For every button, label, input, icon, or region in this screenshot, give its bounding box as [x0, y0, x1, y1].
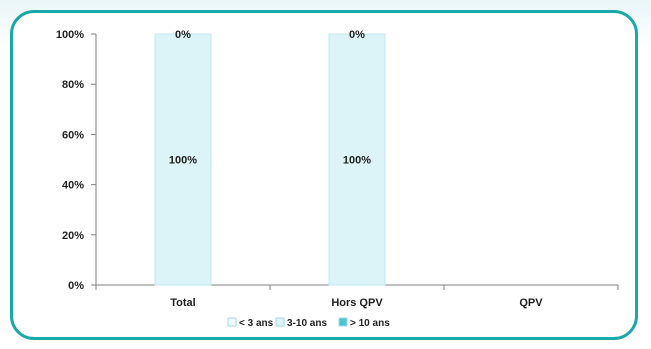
y-axis: 0% 20% 40% 60% 80% 100%	[56, 29, 97, 292]
data-label: 0%	[349, 29, 365, 41]
y-tick-label: 20%	[62, 230, 84, 242]
x-tick-label: Hors QPV	[331, 297, 383, 309]
y-tick-label: 60%	[62, 129, 84, 141]
y-tick-label: 100%	[56, 29, 84, 41]
data-labels: 0% 100% 0% 100%	[169, 29, 371, 167]
data-label: 100%	[169, 155, 197, 167]
x-tick-label: Total	[170, 297, 195, 309]
legend-swatch	[338, 317, 348, 327]
legend-label: < 3 ans	[239, 318, 274, 329]
legend-label: > 10 ans	[350, 318, 390, 329]
data-label: 0%	[175, 29, 191, 41]
x-axis: Total Hors QPV QPV	[95, 284, 619, 309]
legend-label: 3-10 ans	[287, 318, 327, 329]
legend: < 3 ans 3-10 ans > 10 ans	[227, 317, 390, 329]
x-tick-label: QPV	[519, 297, 543, 309]
legend-swatch	[275, 317, 285, 327]
bar-segment	[154, 33, 212, 286]
y-tick-label: 40%	[62, 180, 84, 192]
data-label: 100%	[343, 155, 371, 167]
y-tick-label: 0%	[68, 280, 84, 292]
bars	[154, 33, 386, 286]
legend-swatch	[227, 317, 237, 327]
bar-segment	[328, 33, 386, 286]
y-tick-label: 80%	[62, 79, 84, 91]
